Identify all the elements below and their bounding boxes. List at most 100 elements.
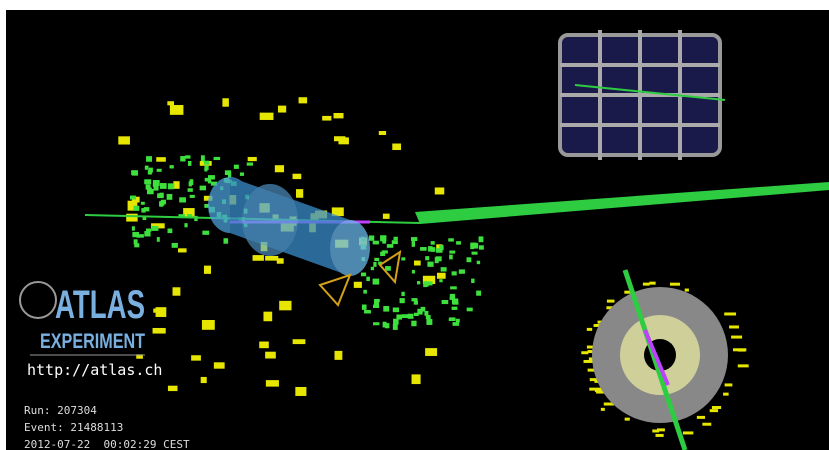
hit [401, 291, 405, 297]
calorimeter-cell [279, 300, 292, 311]
hit [188, 181, 192, 187]
logo-globe [19, 281, 57, 319]
hit [370, 266, 375, 271]
hit [399, 298, 405, 304]
end-view-cell [587, 350, 595, 354]
hit [380, 235, 387, 242]
run-number: Run: 207304 [24, 404, 97, 417]
hit [420, 247, 427, 251]
hit [210, 181, 218, 186]
hit [430, 241, 435, 245]
calorimeter-cell [155, 307, 167, 317]
end-view-cell [652, 429, 660, 433]
calorimeter-cell [118, 136, 130, 145]
end-view-cell [649, 281, 656, 285]
calorimeter-cell [169, 105, 184, 115]
hit [146, 189, 154, 195]
hit [450, 286, 457, 290]
hit [167, 228, 173, 234]
end-view-cell [589, 378, 602, 382]
hit [152, 180, 160, 186]
hit [144, 179, 152, 185]
end-view-cell [731, 335, 743, 339]
end-view-cell [594, 379, 599, 383]
hit [451, 306, 458, 310]
end-view-cell [737, 364, 749, 368]
end-view-cell [682, 431, 694, 435]
hit [130, 195, 136, 200]
hit [207, 178, 212, 184]
calorimeter-cell [178, 248, 187, 253]
calorimeter-cell [382, 213, 390, 219]
end-view-cell [702, 422, 712, 426]
hit [448, 238, 454, 242]
calorimeter-cell [152, 327, 166, 334]
hit [413, 300, 418, 305]
calorimeter-cell [172, 287, 181, 296]
calorimeter-cell [203, 195, 213, 201]
calorimeter-cell [213, 362, 225, 369]
calorimeter-cell [392, 143, 402, 151]
hit [451, 271, 457, 276]
hit [156, 237, 160, 242]
calorimeter-cell [292, 339, 306, 345]
end-view-cell [723, 392, 729, 396]
end-view-cell [737, 348, 746, 352]
end-view-cell [669, 282, 680, 286]
hit [202, 230, 210, 235]
hit [223, 238, 229, 244]
hit [184, 223, 188, 228]
timestamp: 2012-07-22 00:02:29 CEST [24, 438, 190, 450]
calorimeter-cell [173, 181, 180, 189]
hit [364, 309, 371, 314]
hit [410, 237, 418, 242]
hit [227, 172, 232, 178]
hit [144, 231, 151, 237]
hit [368, 235, 375, 241]
end-view-cell [724, 312, 737, 316]
calorimeter-cell [434, 187, 445, 195]
calorimeter-cell [333, 112, 344, 119]
calorimeter-cell [203, 265, 212, 274]
hit [441, 300, 449, 305]
hit [384, 323, 390, 329]
hit [178, 214, 185, 218]
calorimeter-cell [295, 189, 304, 198]
hit [381, 250, 388, 254]
hit [411, 298, 418, 302]
hit [449, 254, 453, 260]
calorimeter-cell [156, 157, 166, 162]
hit [411, 269, 415, 274]
hit [416, 281, 421, 285]
hit [141, 208, 146, 213]
hit [366, 276, 370, 282]
hit [146, 228, 152, 232]
hit [153, 184, 159, 191]
hit [199, 185, 207, 191]
end-view-cell [587, 368, 596, 372]
hit [187, 214, 193, 218]
hit [148, 167, 153, 173]
calorimeter-cell [334, 136, 346, 142]
hit [373, 304, 380, 309]
hit [180, 156, 186, 162]
calorimeter-cell [127, 200, 138, 211]
hit [373, 301, 379, 308]
calorimeter-cell [411, 374, 421, 385]
calorimeter-cell [353, 281, 362, 288]
hit [439, 279, 443, 283]
end-view-cell [655, 433, 664, 437]
hit [466, 307, 473, 312]
hit [413, 312, 419, 317]
hit [374, 298, 380, 303]
calorimeter-cell [167, 101, 175, 106]
calorimeter-cell [425, 348, 438, 356]
hit [401, 257, 406, 261]
hit [449, 317, 456, 321]
event-number: Event: 21488113 [24, 421, 123, 434]
hit [431, 247, 436, 252]
hit [424, 310, 429, 316]
hit [133, 205, 140, 211]
calorimeter-cell [252, 255, 264, 261]
calorimeter-cell [295, 386, 307, 396]
